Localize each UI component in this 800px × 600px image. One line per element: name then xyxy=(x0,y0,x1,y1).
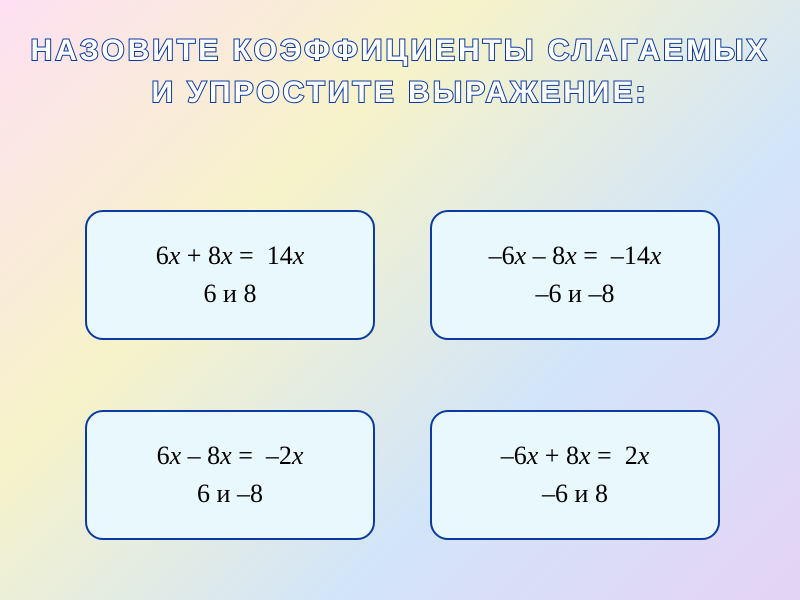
var: x xyxy=(221,241,233,270)
coef-join: и xyxy=(562,279,589,308)
var: x xyxy=(527,441,539,470)
coef-a: –6 xyxy=(536,279,562,308)
rhs: 14x xyxy=(267,241,305,270)
coef-b: –8 xyxy=(237,479,263,508)
slide: НАЗОВИТЕ КОЭФФИЦИЕНТЫ СЛАГАЕМЫХ И УПРОСТ… xyxy=(0,0,800,600)
equation: –6x + 8x = 2x xyxy=(501,441,649,471)
lhs-a: –6 xyxy=(489,241,515,270)
equation: 6x – 8x = –2x xyxy=(157,441,304,471)
equals: = xyxy=(232,441,266,470)
coef-join: и xyxy=(568,479,595,508)
lhs-b: 8 xyxy=(207,441,220,470)
card-1: 6x + 8x = 14x6 и 8 xyxy=(85,210,375,340)
lhs-b: 8 xyxy=(208,241,221,270)
rhs: –14x xyxy=(611,241,662,270)
lhs-a: 6 xyxy=(157,441,170,470)
equation: 6x + 8x = 14x xyxy=(156,241,304,271)
rhs: 2x xyxy=(625,441,650,470)
op: + xyxy=(180,241,208,270)
equals: = xyxy=(591,441,625,470)
var: x xyxy=(579,441,591,470)
op: + xyxy=(538,441,566,470)
title-line-1: НАЗОВИТЕ КОЭФФИЦИЕНТЫ СЛАГАЕМЫХ xyxy=(31,30,770,72)
var: x xyxy=(220,441,232,470)
lhs-a: 6 xyxy=(156,241,169,270)
card-2: –6x – 8x = –14x–6 и –8 xyxy=(430,210,720,340)
coefficients: 6 и –8 xyxy=(197,479,263,509)
coef-join: и xyxy=(217,279,244,308)
coef-join: и xyxy=(210,479,237,508)
coef-a: 6 xyxy=(204,279,217,308)
var: x xyxy=(170,441,182,470)
card-4: –6x + 8x = 2x–6 и 8 xyxy=(430,410,720,540)
coef-a: –6 xyxy=(542,479,568,508)
coef-a: 6 xyxy=(197,479,210,508)
op: – xyxy=(526,241,552,270)
card-3: 6x – 8x = –2x6 и –8 xyxy=(85,410,375,540)
coefficients: –6 и 8 xyxy=(542,479,608,509)
coef-b: –8 xyxy=(588,279,614,308)
equation: –6x – 8x = –14x xyxy=(489,241,662,271)
var: x xyxy=(565,241,577,270)
lhs-a: –6 xyxy=(501,441,527,470)
equals: = xyxy=(577,241,611,270)
title: НАЗОВИТЕ КОЭФФИЦИЕНТЫ СЛАГАЕМЫХ И УПРОСТ… xyxy=(31,30,770,114)
rhs: –2x xyxy=(266,441,304,470)
coef-b: 8 xyxy=(243,279,256,308)
title-line-2: И УПРОСТИТЕ ВЫРАЖЕНИЕ: xyxy=(31,72,770,114)
coefficients: 6 и 8 xyxy=(204,279,257,309)
equals: = xyxy=(233,241,267,270)
op: – xyxy=(181,441,207,470)
lhs-b: 8 xyxy=(552,241,565,270)
var: x xyxy=(515,241,527,270)
coef-b: 8 xyxy=(595,479,608,508)
lhs-b: 8 xyxy=(566,441,579,470)
var: x xyxy=(169,241,181,270)
coefficients: –6 и –8 xyxy=(536,279,615,309)
